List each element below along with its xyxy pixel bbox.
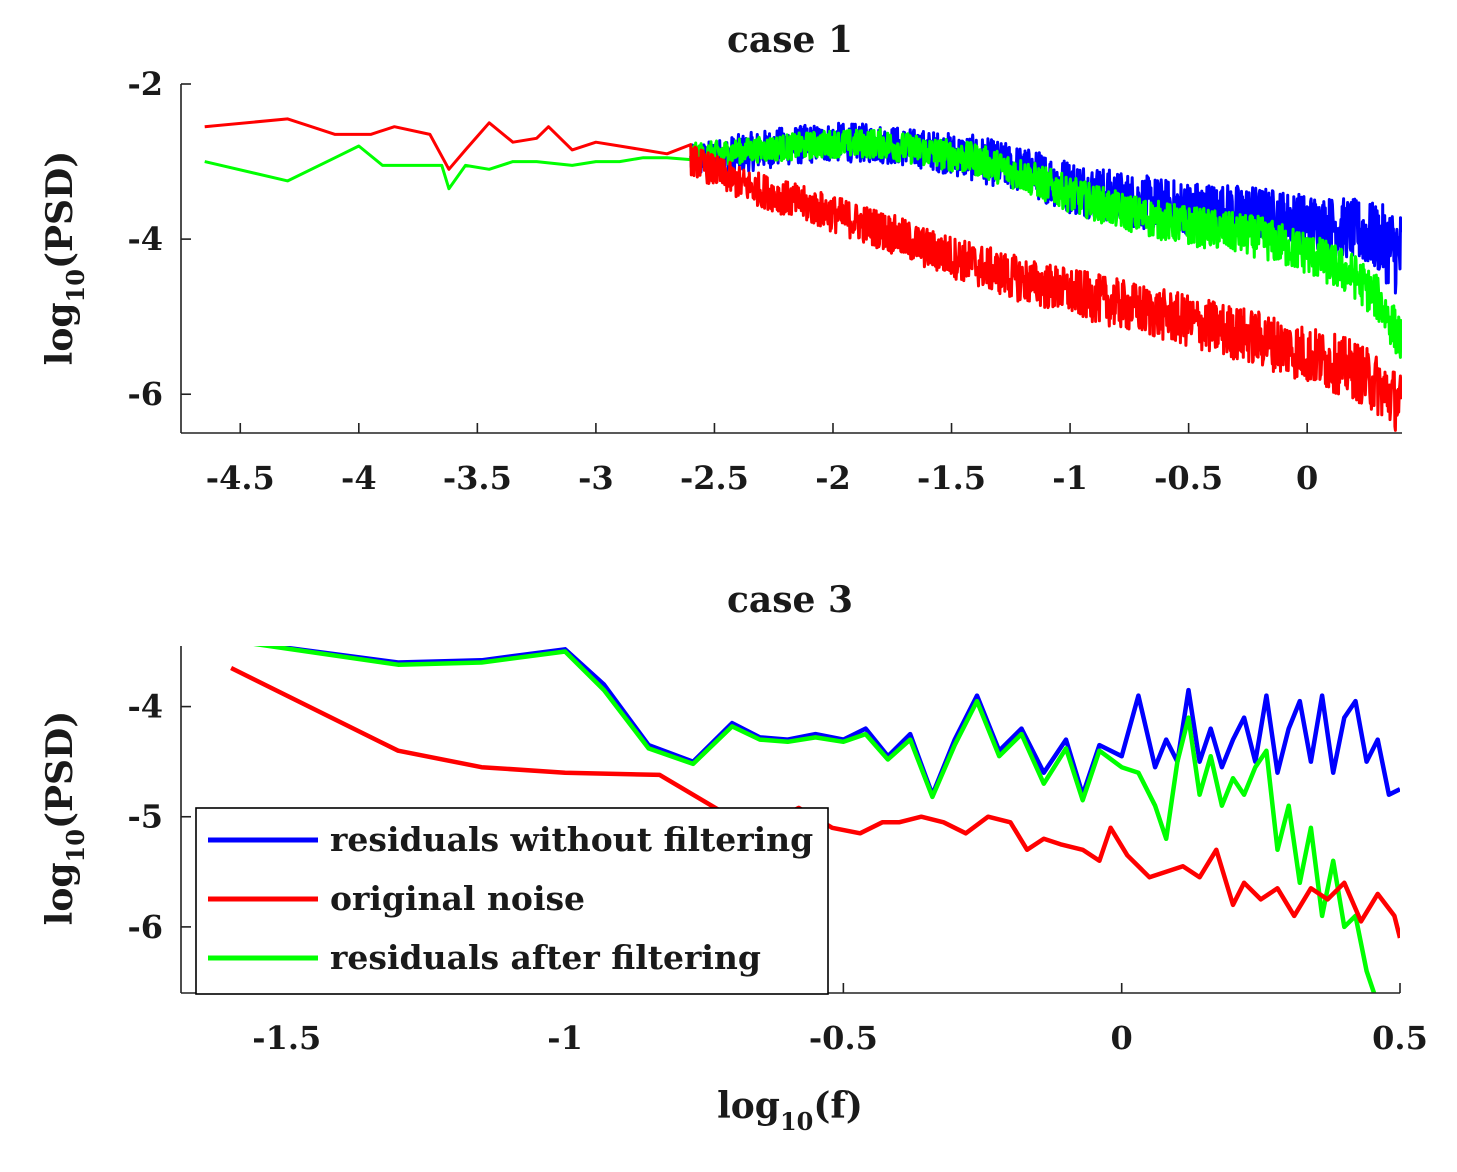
legend-entry: original noise (208, 879, 585, 918)
x-tick-label: 0.5 (1372, 1019, 1428, 1057)
x-tick-label: -3.5 (443, 459, 512, 497)
legend: residuals without filtering original noi… (195, 807, 829, 995)
x-axis-label-base: log (717, 1085, 780, 1127)
legend-entry: residuals without filtering (208, 820, 813, 859)
x-axis-label-subscript: 10 (780, 1107, 813, 1136)
legend-label: original noise (330, 879, 585, 918)
y-tick-label: -5 (127, 798, 163, 836)
svg-text:log10(PSD): log10(PSD) (39, 711, 90, 926)
y-tick-label: -6 (127, 908, 163, 946)
series-line-residuals-after-filtering (204, 127, 1402, 359)
x-tick-label: -3 (578, 459, 614, 497)
series-line-residuals-after-filtering (253, 646, 1377, 993)
y-tick-label: -4 (127, 220, 163, 258)
x-axis-label-rest: (f) (813, 1085, 863, 1127)
x-tick-label: -4 (341, 459, 377, 497)
legend-label: residuals without filtering (330, 820, 813, 859)
legend-label: residuals after filtering (330, 938, 761, 977)
y-axis-label-subscript: 10 (61, 829, 90, 862)
chart-case-1: case 1 log10(PSD) -4.5 -4 -3.5 -3 -2.5 -2 -1.5… (39, 19, 1402, 497)
y-axis-label-subscript: 10 (61, 269, 90, 302)
x-tick-label: -1.5 (917, 459, 986, 497)
y-tick-label: -2 (127, 65, 163, 103)
x-tick-label: -0.5 (1154, 459, 1223, 497)
x-tick-label: -1.5 (252, 1019, 321, 1057)
x-tick-label: 0 (1296, 459, 1318, 497)
x-tick-label: -4.5 (206, 459, 275, 497)
y-tick-label: -6 (127, 375, 163, 413)
y-axis-label-base: log (39, 302, 81, 365)
plot-area (204, 117, 1402, 432)
svg-text:log10(PSD): log10(PSD) (39, 151, 90, 366)
y-tick-label: -4 (127, 688, 163, 726)
x-tick-label: 0 (1111, 1019, 1133, 1057)
y-axis-label-rest: (PSD) (39, 151, 81, 269)
axes-layer: -4.5 -4 -3.5 -3 -2.5 -2 -1.5 -1 -0.5 0 -2 -4 -6 (127, 65, 1402, 497)
chart-case-3: case 3 log10(PSD) log10(f) -1.5 -1 -0.5 0 0.… (39, 579, 1428, 1136)
legend-entry: residuals after filtering (208, 938, 761, 977)
y-axis-label: log10(PSD) (39, 151, 90, 366)
series-layer (204, 117, 1402, 432)
y-axis-label-rest: (PSD) (39, 711, 81, 829)
series-line-original-noise (204, 117, 1402, 432)
x-tick-label: -2 (815, 459, 851, 497)
chart-title: case 3 (727, 579, 853, 621)
x-tick-label: -2.5 (680, 459, 749, 497)
x-axis-label: log10(f) (717, 1085, 863, 1136)
y-axis-label: log10(PSD) (39, 711, 90, 926)
x-tick-label: -1 (547, 1019, 583, 1057)
y-axis-label-base: log (39, 862, 81, 925)
x-tick-label: -1 (1052, 459, 1088, 497)
chart-title: case 1 (727, 19, 853, 61)
x-tick-label: -0.5 (809, 1019, 878, 1057)
